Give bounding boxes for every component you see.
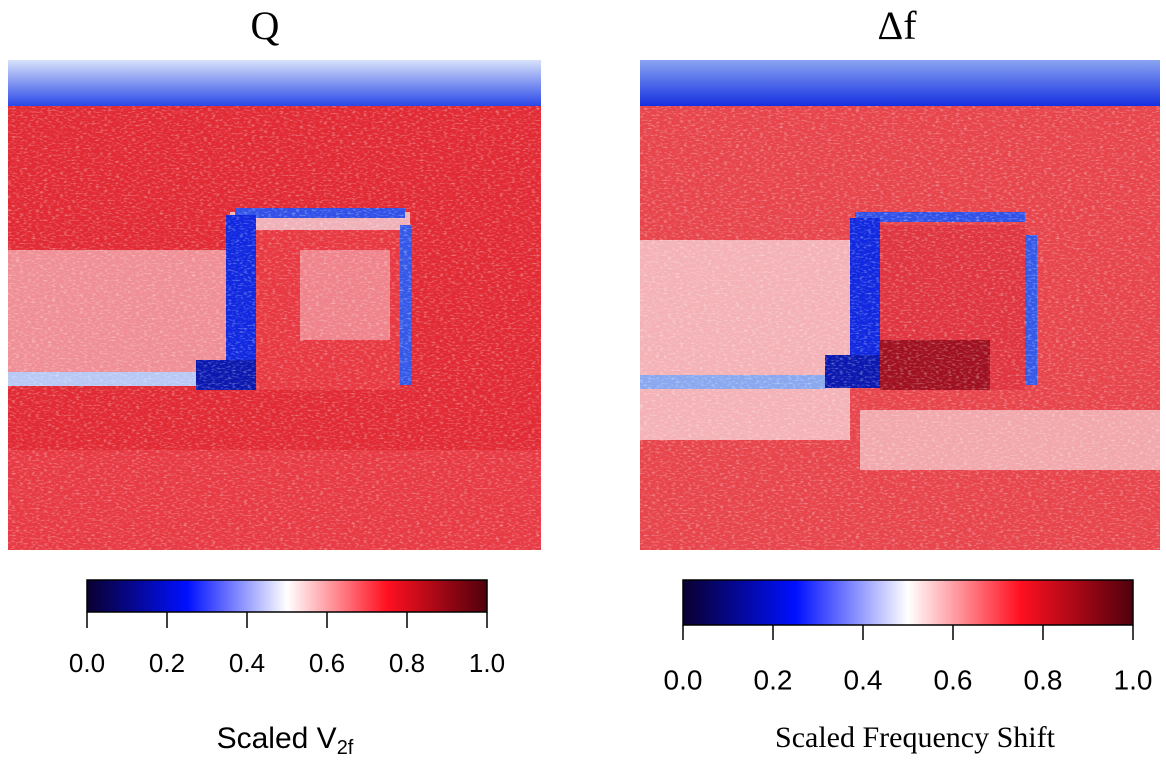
colorbar-tick-label: 0.4 bbox=[229, 648, 265, 678]
colorbar-label-text: Scaled V bbox=[217, 722, 337, 755]
colorbar-tick-label: 0.2 bbox=[149, 648, 185, 678]
colorbar-tick-label: 0.6 bbox=[309, 648, 345, 678]
colorbar-label-subscript: 2f bbox=[337, 737, 354, 759]
colorbar-tick-label: 0.2 bbox=[754, 664, 793, 695]
chart-title: Q bbox=[251, 3, 280, 48]
map-image bbox=[640, 60, 1160, 550]
colorbar-tick-label: 0.0 bbox=[664, 664, 703, 695]
colorbar-tick-label: 0.6 bbox=[934, 664, 973, 695]
colorbar-tick-label: 0.4 bbox=[844, 664, 883, 695]
colorbar-tick-label: 0.0 bbox=[69, 648, 105, 678]
colorbar-tick-label: 1.0 bbox=[1114, 664, 1153, 695]
colorbar-tick-label: 1.0 bbox=[469, 648, 505, 678]
colorbar-label-text: Scaled Frequency Shift bbox=[775, 721, 1056, 754]
colorbar bbox=[86, 579, 488, 613]
colorbar-tick-label: 0.8 bbox=[1024, 664, 1063, 695]
colorbar-label: Scaled Frequency Shift bbox=[775, 721, 1056, 754]
chart-title: Δf bbox=[877, 3, 917, 48]
colorbar-label: Scaled V2f bbox=[217, 722, 354, 759]
map-image bbox=[8, 60, 541, 550]
colorbar-tick-label: 0.8 bbox=[389, 648, 425, 678]
colorbar bbox=[682, 579, 1134, 626]
